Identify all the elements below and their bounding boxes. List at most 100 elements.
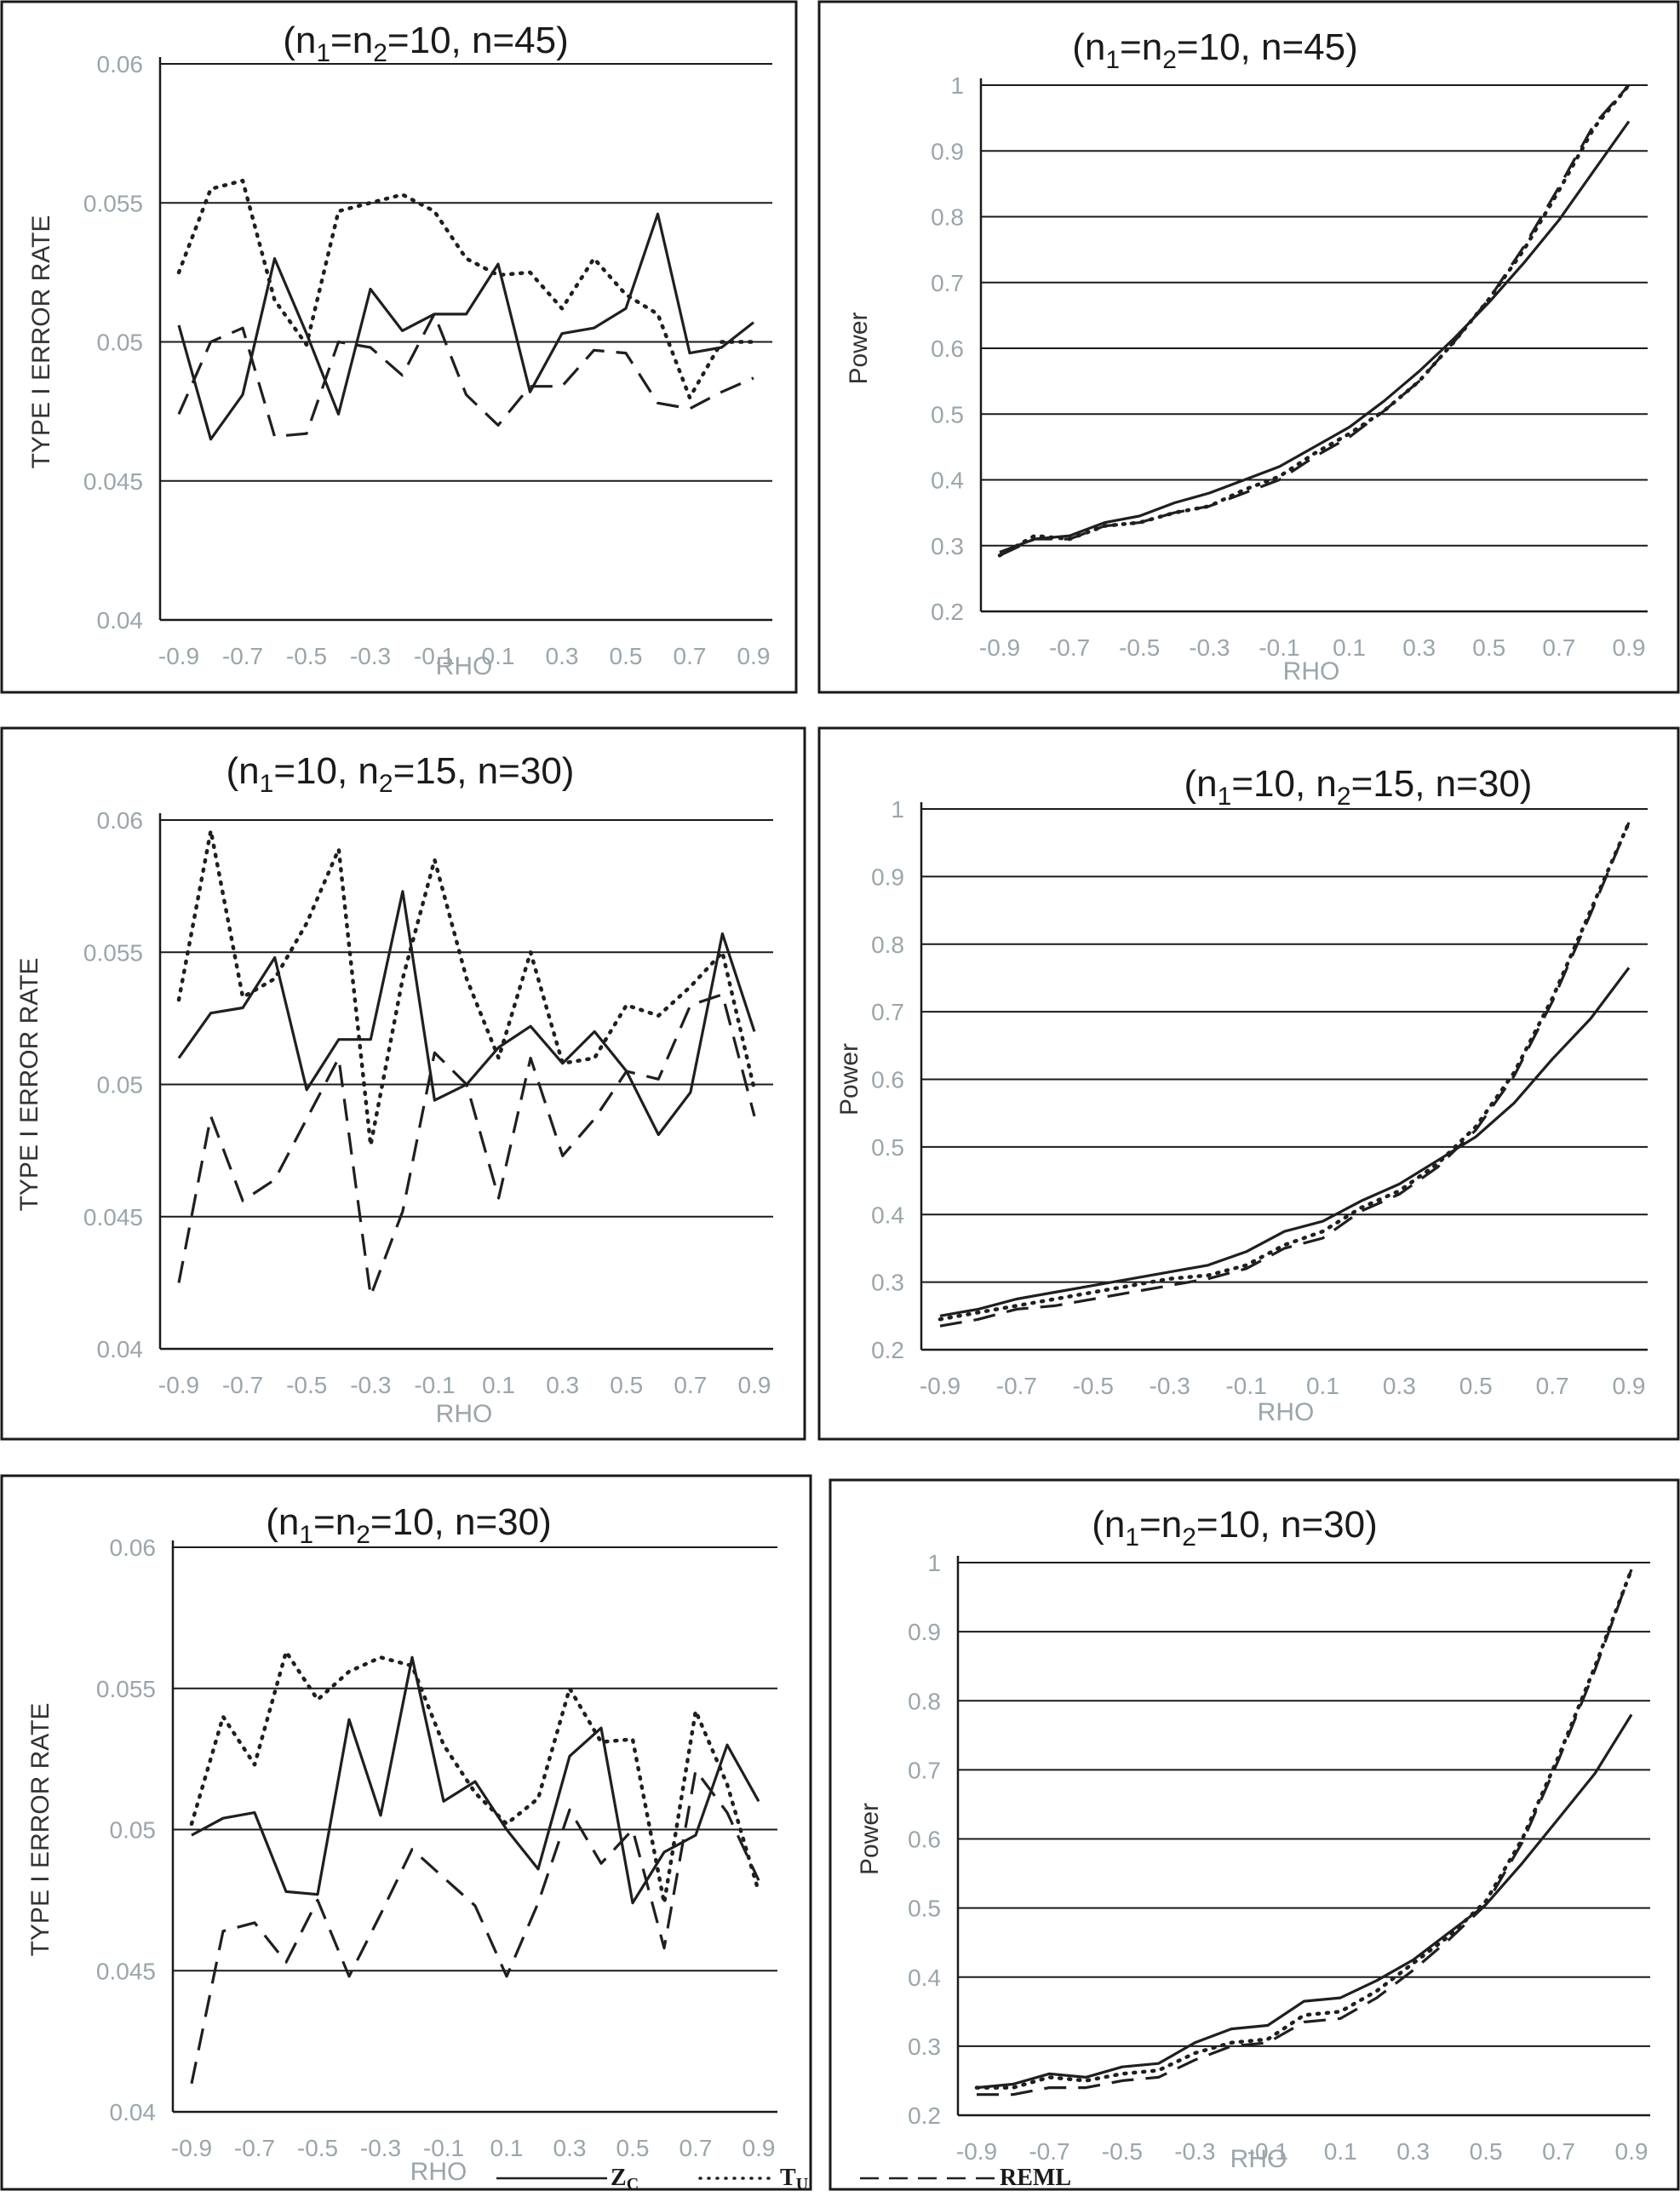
chart-p4: 0.2 0.3 0.4 0.5 0.6 0.7 0.8 0.9 1 -0.9 -0.7 -0.5 -0.… [817, 726, 1680, 1441]
y-tick-label: 0.9 [871, 863, 904, 890]
chart-p2: 0.2 0.3 0.4 0.5 0.6 0.7 0.8 0.9 1 -0.9 -0.7 -0.5 -0.… [817, 0, 1680, 694]
series-line-tu [176, 829, 757, 1148]
y-tick-label: 0.055 [96, 1676, 156, 1702]
x-tick-label: -0.9 [956, 2138, 997, 2165]
chart-title: (n1=10, n2=15, n=30) [1184, 763, 1533, 811]
y-axis-title: TYPE I ERROR RATE [15, 958, 43, 1212]
x-tick-label: 0.1 [482, 643, 515, 669]
x-tick-label: 0.5 [616, 2135, 650, 2161]
y-tick-label: 0.3 [871, 1270, 904, 1296]
series-line-tu [937, 820, 1631, 1322]
x-axis-title: RHO [436, 1400, 493, 1428]
chart-p6: 0.2 0.3 0.4 0.5 0.6 0.7 0.8 0.9 1 -0.9 -0.7 -0.5 -0.… [829, 1478, 1680, 2191]
x-tick-label: -0.3 [1189, 634, 1230, 661]
x-tick-label: -0.1 [423, 2135, 464, 2161]
series-line-reml [977, 1569, 1633, 2097]
x-tick-label: 0.5 [610, 1372, 643, 1398]
x-tick-label: -0.7 [1029, 2138, 1069, 2165]
y-tick-label: 0.3 [931, 533, 964, 559]
chart-p5: 0.04 0.045 0.05 0.055 0.06 -0.9 -0.7 -0.5 -0.3 -0… [0, 1474, 812, 2191]
x-tick-label: -0.3 [350, 643, 391, 669]
x-tick-label: -0.9 [171, 2135, 212, 2161]
series-line-tu [974, 1567, 1634, 2090]
x-tick-label: -0.5 [1119, 634, 1160, 661]
y-tick-label: 0.055 [83, 190, 143, 216]
chart-frame [817, 0, 1680, 694]
x-tick-label: 0.7 [1542, 2138, 1575, 2165]
y-tick-label: 0.9 [931, 138, 964, 164]
x-tick-label: 0.1 [490, 2135, 524, 2161]
series-line-reml [177, 313, 754, 439]
y-axis-title: Power [845, 312, 873, 384]
x-tick-label: 0.7 [1542, 634, 1575, 661]
x-tick-label: 0.9 [1613, 634, 1646, 661]
y-tick-label: 0.045 [96, 1958, 156, 1984]
x-tick-label: 0.3 [1402, 634, 1436, 661]
x-tick-label: 0.7 [674, 1372, 707, 1398]
chart-frame [0, 726, 806, 1441]
y-tick-label: 0.3 [908, 2034, 941, 2060]
chart-p3: 0.04 0.045 0.05 0.055 0.06 -0.9 -0.7 -0.5 -0.3 -0… [0, 726, 806, 1441]
x-tick-label: -0.3 [1150, 1373, 1190, 1399]
x-axis-title: RHO [1230, 2145, 1287, 2173]
y-tick-label: 0.2 [908, 2102, 941, 2129]
x-tick-label: -0.3 [350, 1372, 391, 1398]
y-tick-label: 0.045 [83, 468, 143, 495]
y-tick-label: 0.06 [97, 51, 144, 77]
x-tick-label: 0.9 [1613, 1373, 1646, 1399]
y-tick-label: 0.04 [110, 2099, 157, 2125]
x-tick-label: 0.5 [610, 643, 643, 669]
chart-title: (n1=n2=10, n=45) [1072, 26, 1358, 74]
y-tick-label: 0.4 [908, 1965, 941, 1991]
series-line-zc [191, 1655, 760, 1905]
x-tick-label: -0.9 [158, 1372, 199, 1398]
chart-p1: 0.04 0.045 0.05 0.055 0.06 -0.9 -0.7 -0.5 -0.3 -0… [0, 0, 798, 694]
y-tick-label: 0.5 [871, 1134, 904, 1161]
legend-label-z: ZC [611, 2165, 639, 2194]
x-tick-label: 0.3 [546, 643, 579, 669]
y-tick-label: 0.4 [931, 468, 964, 494]
y-tick-label: 0.6 [908, 1827, 941, 1853]
x-tick-label: 0.7 [1536, 1373, 1569, 1399]
x-tick-label: -0.5 [286, 1372, 327, 1398]
x-tick-label: -0.1 [1259, 634, 1299, 661]
x-tick-label: -0.7 [996, 1373, 1037, 1399]
x-tick-label: 0.9 [743, 2135, 776, 2161]
chart-frame [817, 726, 1680, 1441]
chart-title: (n1=n2=10, n=30) [1092, 1504, 1378, 1552]
x-tick-label: 0.1 [1306, 1373, 1339, 1399]
series-line-zc [999, 120, 1631, 554]
y-tick-label: 1 [950, 72, 964, 99]
x-tick-label: 0.3 [1396, 2138, 1430, 2165]
x-tick-label: 0.1 [1324, 2138, 1357, 2165]
x-tick-label: 0.9 [1615, 2138, 1648, 2165]
y-tick-label: 0.05 [97, 330, 144, 356]
x-tick-label: 0.5 [1459, 1373, 1493, 1399]
series-line-reml [999, 83, 1631, 557]
x-tick-label: -0.7 [222, 1372, 263, 1398]
x-tick-label: -0.9 [158, 643, 199, 669]
chart-frame [0, 1474, 812, 2191]
y-tick-label: 0.6 [931, 336, 964, 362]
x-tick-label: -0.5 [1102, 2138, 1143, 2165]
x-axis-title: RHO [436, 652, 493, 680]
y-tick-label: 0.04 [97, 607, 144, 634]
x-axis-title: RHO [1258, 1398, 1315, 1426]
series-line-zc [976, 1713, 1633, 2090]
y-tick-label: 0.8 [931, 204, 964, 231]
x-tick-label: 0.1 [1333, 634, 1366, 661]
x-axis-title: RHO [1283, 657, 1340, 685]
x-tick-label: 0.7 [679, 2135, 713, 2161]
x-tick-label: 0.5 [1470, 2138, 1503, 2165]
y-tick-label: 0.04 [97, 1336, 144, 1362]
y-tick-label: 0.05 [97, 1072, 144, 1098]
y-tick-label: 0.8 [871, 932, 904, 958]
y-tick-label: 0.055 [83, 939, 143, 966]
x-tick-label: 0.7 [674, 643, 707, 669]
y-tick-label: 0.9 [908, 1619, 941, 1645]
y-tick-label: 0.05 [110, 1817, 157, 1844]
x-tick-label: -0.5 [297, 2135, 338, 2161]
x-tick-label: -0.7 [1049, 634, 1090, 661]
y-tick-label: 0.2 [931, 599, 964, 625]
legend: ZC TU REML [496, 2165, 1071, 2194]
